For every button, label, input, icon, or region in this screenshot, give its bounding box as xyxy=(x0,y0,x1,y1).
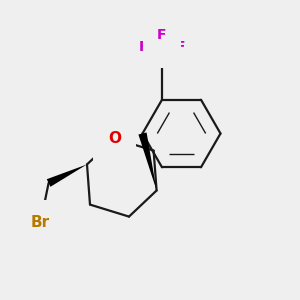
Text: F: F xyxy=(157,28,167,42)
Text: O: O xyxy=(108,131,121,146)
Polygon shape xyxy=(47,164,87,187)
Text: Br: Br xyxy=(31,215,50,230)
Polygon shape xyxy=(138,133,157,190)
Text: F: F xyxy=(176,40,185,54)
Text: F: F xyxy=(139,40,148,54)
